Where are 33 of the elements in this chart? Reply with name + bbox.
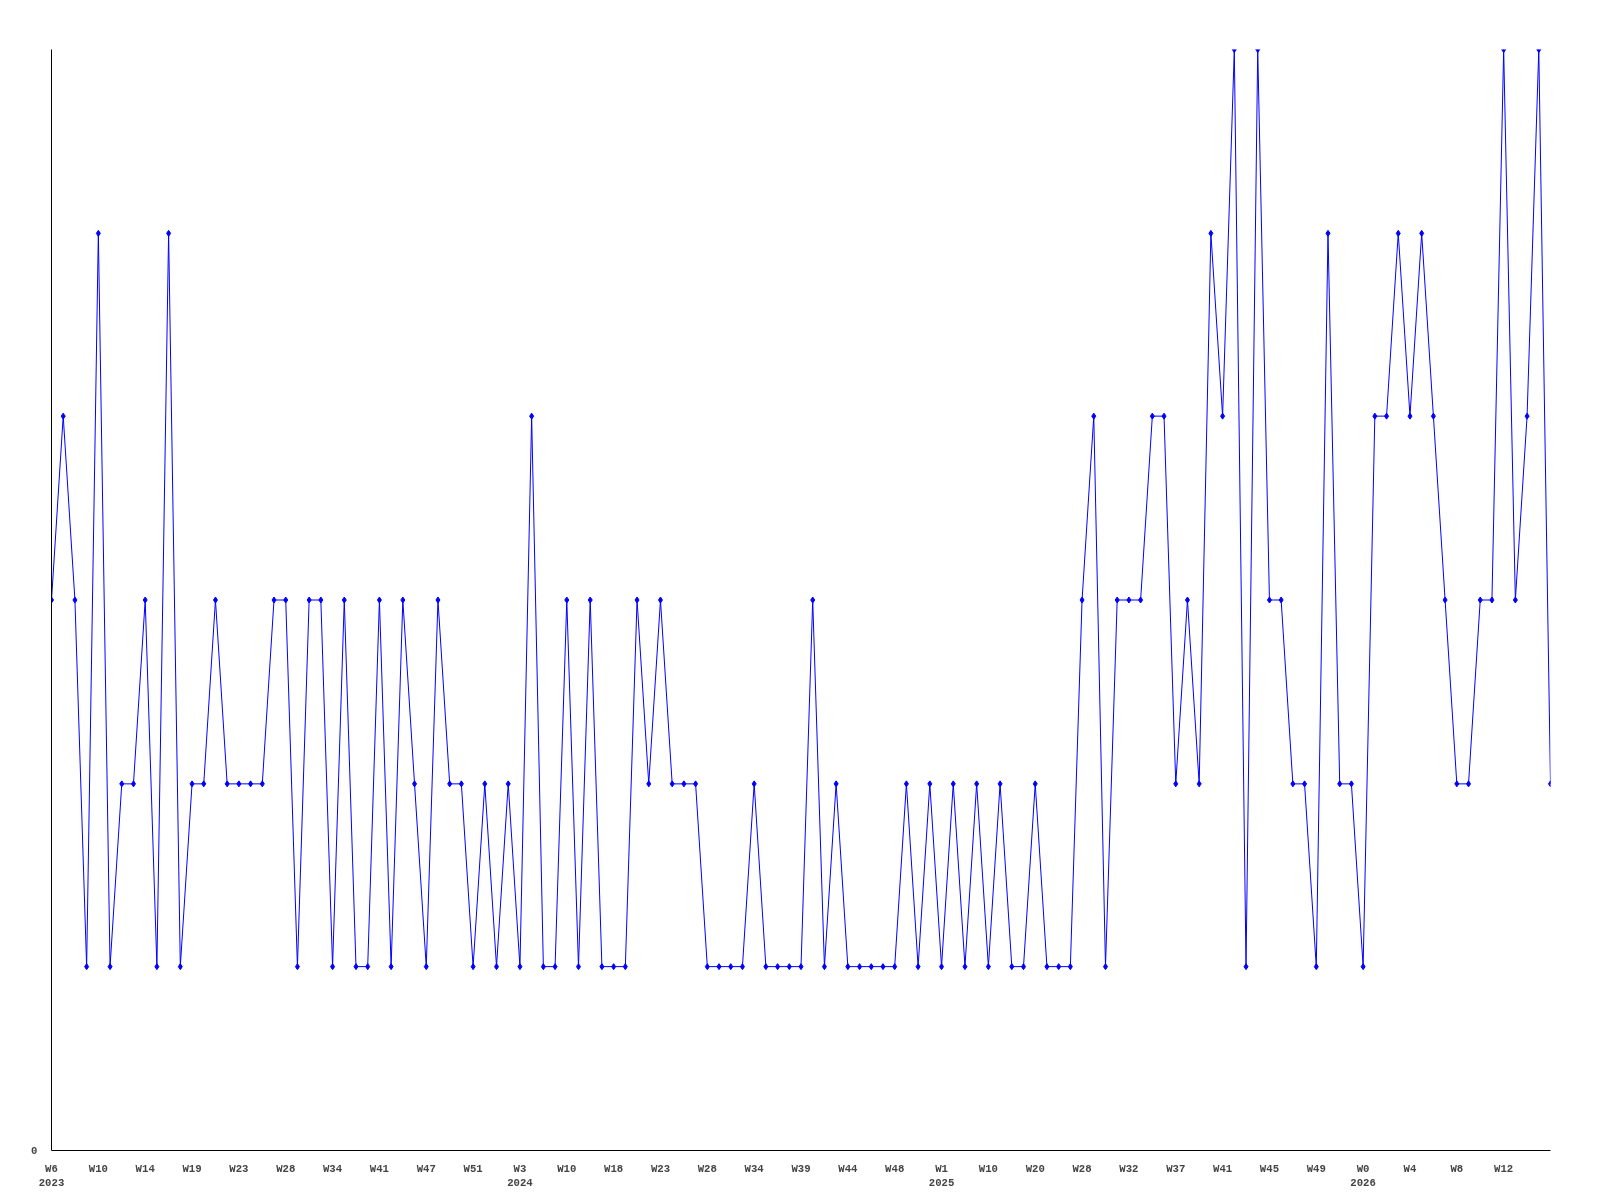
x-tick-label: W6 2023: [38, 1162, 65, 1189]
x-tick-label: W14: [135, 1162, 156, 1175]
x-tick-label: W41: [1213, 1162, 1233, 1175]
x-tick-label: W10: [88, 1162, 108, 1175]
x-tick-label: W18: [604, 1162, 624, 1175]
x-tick-label: W1 2025: [928, 1162, 955, 1189]
x-tick-label: W23: [229, 1162, 249, 1175]
x-tick-label: W19: [182, 1162, 202, 1175]
x-tick-label: W45: [1259, 1162, 1280, 1175]
x-tick-label: W47: [416, 1162, 436, 1175]
x-tick-label: W23: [650, 1162, 671, 1175]
x-tick-label: W41: [369, 1162, 389, 1175]
x-tick-label: W8: [1450, 1162, 1464, 1175]
x-tick-label: W10: [978, 1162, 998, 1175]
x-tick-label: W3 2024: [507, 1162, 534, 1189]
x-tick-label: W48: [885, 1162, 905, 1175]
x-tick-label: W51: [463, 1162, 483, 1175]
text: 0: [31, 1145, 38, 1157]
x-tick-label: W32: [1119, 1162, 1139, 1175]
x-tick-label: W28: [697, 1162, 717, 1175]
x-tick-label: W39: [791, 1162, 811, 1175]
x-tick-label: W0 2026: [1350, 1162, 1376, 1189]
x-tick-label: W20: [1025, 1162, 1045, 1175]
x-tick-label: W37: [1166, 1162, 1186, 1175]
x-tick-label: W28: [1072, 1162, 1092, 1175]
x-tick-label: W49: [1306, 1162, 1326, 1175]
x-tick-label: W12: [1494, 1162, 1514, 1175]
x-tick-label: W28: [276, 1162, 296, 1175]
x-tick-label: W34: [744, 1162, 765, 1175]
x-tick-label: W4: [1403, 1162, 1417, 1175]
x-tick-label: W34: [322, 1162, 343, 1175]
x-tick-label: W10: [557, 1162, 577, 1175]
x-tick-label: W44: [838, 1162, 859, 1175]
